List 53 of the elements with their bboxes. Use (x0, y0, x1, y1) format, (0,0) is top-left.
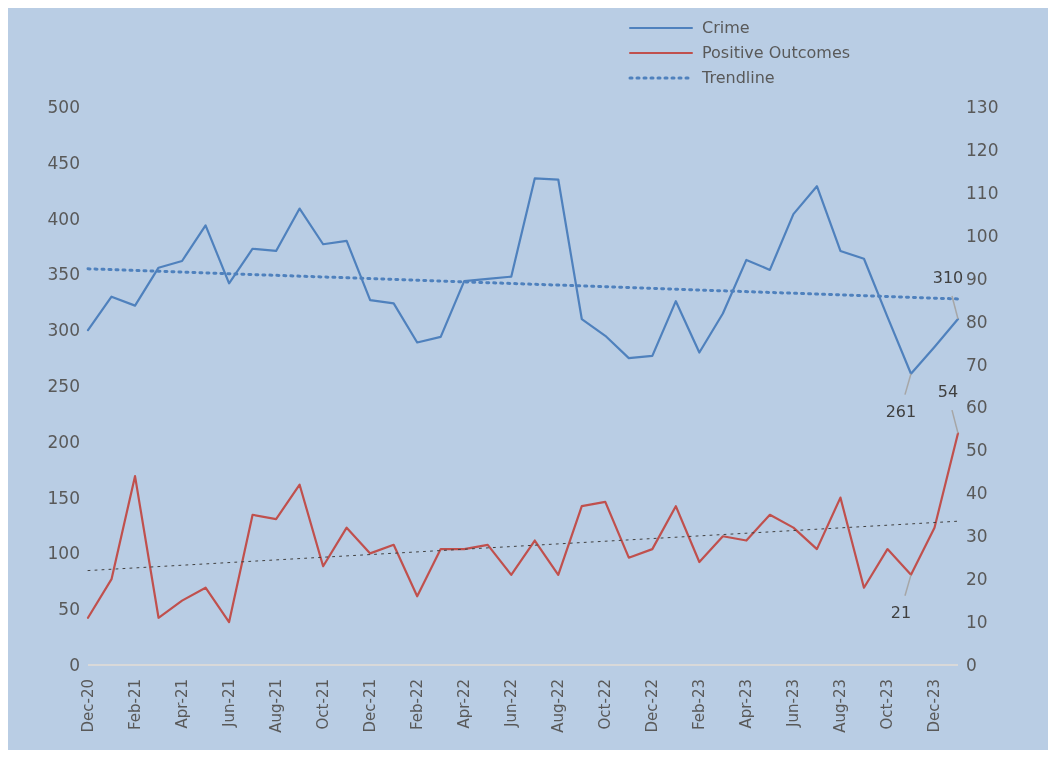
y2-tick-label: 120 (966, 139, 999, 160)
y2-tick-label: 90 (966, 268, 988, 289)
data-label: 21 (890, 603, 912, 623)
y-tick-label: 400 (47, 208, 80, 229)
y2-tick-label: 70 (966, 354, 988, 375)
y2-tick-label: 0 (966, 655, 977, 676)
y-tick-label: 50 (58, 599, 80, 620)
legend-label: Positive Outcomes (702, 43, 851, 62)
y2-tick-label: 20 (966, 569, 988, 590)
line-series (86, 432, 960, 624)
x-tick-label: Jun-23 (784, 679, 803, 728)
line-series (86, 177, 960, 375)
y2-tick-label: 10 (966, 612, 988, 633)
x-tick-label: Apr-21 (173, 679, 192, 729)
x-tick-label: Aug-23 (831, 679, 850, 733)
y-tick-label: 450 (47, 152, 80, 173)
y2-tick-label: 40 (966, 483, 988, 504)
x-tick-label: Aug-22 (549, 679, 568, 733)
x-tick-label: Apr-23 (737, 679, 756, 729)
x-tick-label: Aug-21 (267, 679, 286, 733)
y2-tick-label: 50 (966, 440, 988, 461)
y2-tick-label: 80 (966, 311, 988, 332)
y-tick-label: 100 (47, 543, 80, 564)
y2-tick-label: 30 (966, 526, 988, 547)
x-tick-label: Feb-22 (408, 679, 427, 731)
data-label: 310 (932, 267, 964, 287)
y-tick-label: 500 (47, 97, 80, 118)
x-tick-label: Feb-23 (690, 679, 709, 731)
x-tick-label: Jun-21 (220, 679, 239, 728)
y-tick-label: 250 (47, 376, 80, 397)
x-tick-label: Oct-21 (314, 679, 333, 730)
x-tick-label: Oct-23 (878, 679, 897, 730)
data-label: 54 (937, 381, 959, 401)
x-tick-label: Dec-23 (925, 679, 944, 733)
x-tick-label: Dec-21 (361, 679, 380, 733)
x-tick-label: Oct-22 (596, 679, 615, 730)
x-tick-label: Feb-21 (126, 679, 145, 731)
y2-tick-label: 130 (966, 97, 999, 118)
y2-tick-label: 110 (966, 182, 999, 203)
y-tick-label: 350 (47, 264, 80, 285)
y-tick-label: 200 (47, 431, 80, 452)
y2-tick-label: 100 (966, 225, 999, 246)
x-tick-label: Dec-20 (79, 679, 97, 733)
y2-tick-label: 60 (966, 397, 988, 418)
y-tick-label: 150 (47, 487, 80, 508)
x-tick-label: Dec-22 (643, 679, 662, 733)
x-tick-label: Jun-22 (502, 679, 521, 728)
legend-label: Trendline (702, 68, 775, 87)
data-label: 261 (885, 402, 917, 422)
y-tick-label: 300 (47, 320, 80, 341)
x-tick-label: Apr-22 (455, 679, 474, 729)
y-tick-label: 0 (69, 655, 80, 676)
legend-label: Crime (702, 18, 750, 37)
